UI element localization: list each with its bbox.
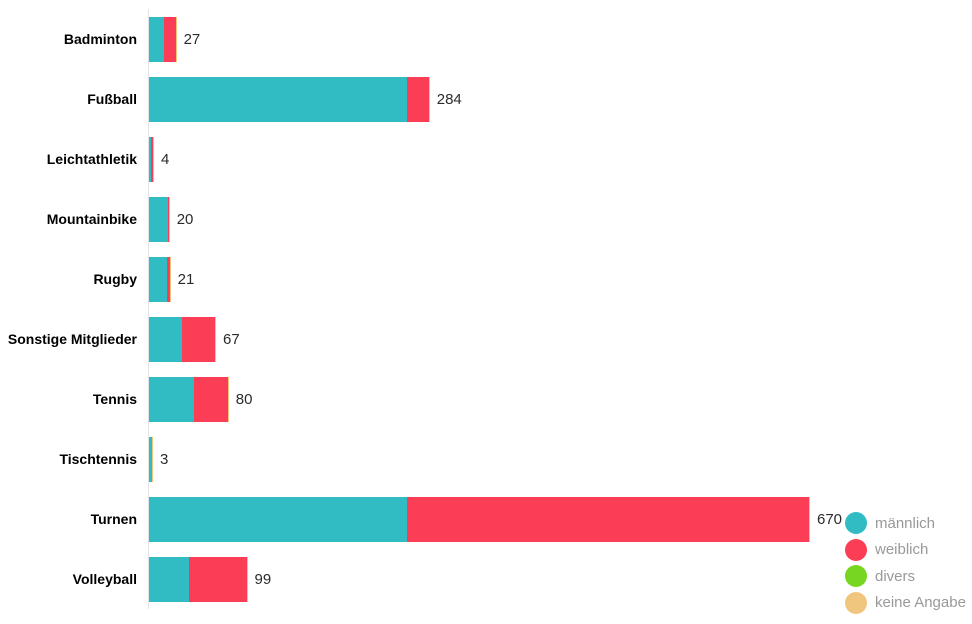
bar-value-label: 670 [816, 510, 843, 528]
bar-value-label: 21 [177, 270, 195, 288]
bar-segment-männlich[interactable] [149, 256, 167, 302]
bar-value-label: 80 [235, 390, 253, 408]
bar-stack[interactable] [149, 496, 810, 542]
bar-segment-männlich[interactable] [149, 436, 152, 482]
bar-stack[interactable] [149, 316, 216, 362]
category-label: Tennis [92, 391, 137, 407]
bar-stack[interactable] [149, 136, 154, 182]
bar-segment-weiblich[interactable] [194, 376, 228, 422]
chart-row: Turnen 670 [0, 489, 972, 549]
chart-row: Tischtennis 3 [0, 429, 972, 489]
bar-segment-männlich[interactable] [149, 196, 168, 242]
chart-rows: Badminton 27 Fußball 284 Leichtathletik 4 Moun… [0, 9, 972, 609]
legend-item-divers[interactable]: divers [845, 565, 966, 587]
bar-stack[interactable] [149, 256, 171, 302]
chart-row: Mountainbike 20 [0, 189, 972, 249]
category-label: Tischtennis [59, 451, 137, 467]
chart-row: Leichtathletik 4 [0, 129, 972, 189]
category-label: Leichtathletik [46, 151, 137, 167]
chart-row: Sonstige Mitglieder 67 [0, 309, 972, 369]
bar-segment-männlich[interactable] [149, 76, 408, 122]
bar-area: 284 [148, 69, 972, 129]
chart-row: Tennis 80 [0, 369, 972, 429]
legend-item-männlich[interactable]: männlich [845, 512, 966, 534]
bar-segment-weiblich[interactable] [163, 16, 176, 62]
bar-area: 670 [148, 489, 972, 549]
bar-segment-weiblich[interactable] [166, 256, 170, 302]
legend-label: divers [875, 567, 916, 585]
bar-segment-männlich[interactable] [149, 556, 190, 602]
chart-row: Badminton 27 [0, 9, 972, 69]
category-label: Badminton [63, 31, 137, 47]
legend-label: weiblich [875, 541, 929, 558]
bar-area: 80 [148, 369, 972, 429]
bar-value-label: 4 [160, 150, 170, 168]
bar-area: 20 [148, 189, 972, 249]
bar-stack[interactable] [149, 196, 170, 242]
chart-row: Fußball 284 [0, 69, 972, 129]
bar-segment-weiblich[interactable] [167, 196, 169, 242]
category-label: Rugby [93, 271, 137, 287]
bar-value-label: 99 [254, 570, 272, 588]
chart-row: Rugby 21 [0, 249, 972, 309]
bar-segment-weiblich[interactable] [182, 316, 215, 362]
bar-stack[interactable] [149, 16, 177, 62]
bar-stack[interactable] [149, 376, 229, 422]
legend-swatch-icon [845, 591, 867, 614]
category-label: Mountainbike [46, 211, 137, 227]
bar-value-label: 27 [183, 30, 201, 48]
bar-area: 67 [148, 309, 972, 369]
bar-segment-weiblich[interactable] [189, 556, 247, 602]
category-label: Turnen [90, 511, 137, 527]
category-label: Volleyball [72, 571, 137, 587]
bar-stack[interactable] [149, 556, 248, 602]
legend: männlich weiblich divers keine Angabe [845, 512, 966, 618]
bar-area: 4 [148, 129, 972, 189]
bar-value-label: 3 [159, 450, 169, 468]
legend-label: keine Angabe [875, 594, 966, 611]
bar-segment-weiblich[interactable] [150, 136, 153, 182]
bar-value-label: 67 [222, 330, 240, 348]
bar-stack[interactable] [149, 436, 153, 482]
bar-segment-männlich[interactable] [149, 136, 151, 182]
legend-label: männlich [875, 514, 936, 532]
bar-segment-weiblich[interactable] [407, 76, 429, 122]
category-label: Sonstige Mitglieder [7, 331, 137, 347]
category-label: Fußball [87, 91, 137, 107]
bar-area: 99 [148, 549, 972, 609]
bar-segment-männlich[interactable] [149, 496, 408, 542]
legend-item-weiblich[interactable]: weiblich [845, 538, 966, 561]
chart-row: Volleyball 99 [0, 549, 972, 609]
bar-value-label: 284 [436, 90, 462, 108]
bar-area: 27 [148, 9, 972, 69]
bar-stack[interactable] [149, 76, 430, 122]
bar-value-label: 20 [176, 210, 194, 228]
bar-segment-männlich[interactable] [149, 376, 195, 422]
legend-item-keine-angabe[interactable]: keine Angabe [845, 591, 966, 614]
bar-area: 3 [148, 429, 972, 489]
legend-swatch-icon [845, 565, 867, 587]
bar-segment-weiblich[interactable] [407, 496, 809, 542]
bar-area: 21 [148, 249, 972, 309]
bar-segment-männlich[interactable] [149, 316, 183, 362]
legend-swatch-icon [845, 538, 867, 561]
legend-swatch-icon [845, 512, 867, 534]
bar-segment-männlich[interactable] [149, 16, 164, 62]
